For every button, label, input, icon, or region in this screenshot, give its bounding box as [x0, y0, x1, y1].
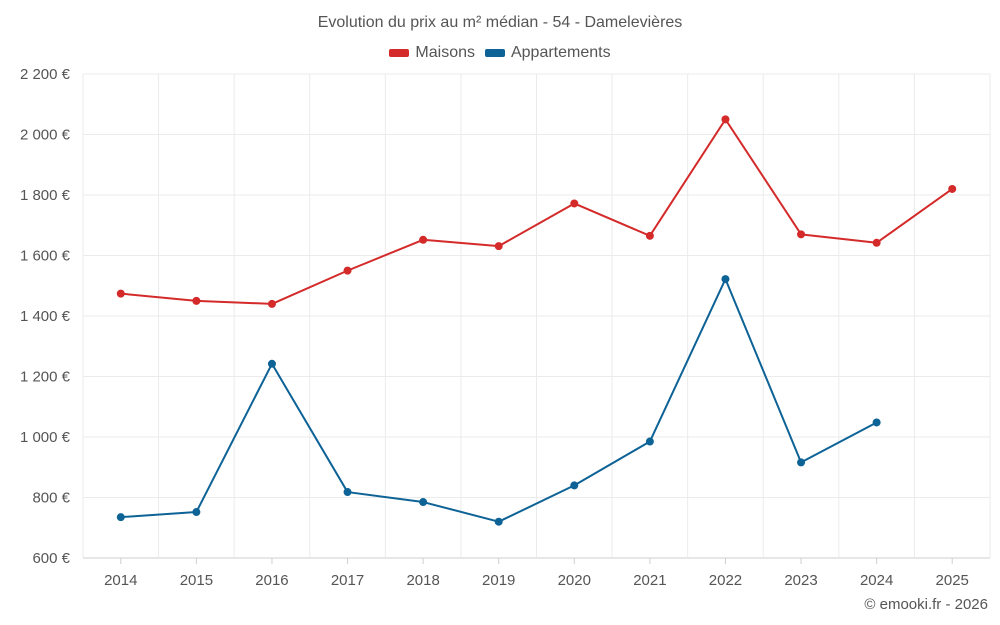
data-point-maisons-2025 [948, 184, 957, 193]
chart-title: Evolution du prix au m² médian - 54 - Da… [317, 14, 683, 31]
data-point-appartements-2014 [116, 513, 125, 522]
data-point-maisons-2021 [645, 231, 654, 240]
legend-item-appartements[interactable]: Appartements [484, 44, 611, 62]
series-line-maisons [120, 118, 953, 305]
x-tick-label: 2025 [936, 572, 969, 589]
x-tick-label: 2022 [709, 572, 742, 589]
data-point-maisons-2015 [192, 296, 201, 305]
y-tick-label: 1 800 € [20, 187, 71, 204]
x-tick-label: 2015 [180, 572, 213, 589]
legend-item-maisons[interactable]: Maisons [389, 44, 475, 62]
x-tick-label: 2019 [482, 572, 515, 589]
y-tick-label: 600 € [32, 550, 70, 567]
x-tick-label: 2023 [784, 572, 817, 589]
data-point-appartements-2019 [494, 517, 503, 526]
data-point-maisons-2024 [872, 238, 881, 247]
data-point-maisons-2018 [419, 235, 428, 244]
legend-swatch-appartements [484, 49, 505, 57]
data-point-maisons-2014 [116, 289, 125, 298]
data-point-maisons-2020 [570, 199, 579, 208]
x-tick-label: 2017 [331, 572, 364, 589]
y-tick-label: 1 400 € [20, 308, 71, 325]
credit-text: © emooki.fr - 2026 [864, 596, 988, 613]
y-tick-label: 800 € [32, 490, 70, 507]
y-tick-label: 2 000 € [20, 127, 71, 144]
y-tick-label: 1 200 € [20, 369, 71, 386]
data-point-appartements-2016 [267, 359, 276, 368]
x-tick-label: 2021 [633, 572, 666, 589]
data-point-appartements-2015 [192, 508, 201, 517]
legend-label-maisons: Maisons [415, 44, 475, 61]
data-point-maisons-2019 [494, 242, 503, 251]
data-point-appartements-2021 [645, 437, 654, 446]
data-point-appartements-2022 [721, 275, 730, 284]
data-point-maisons-2023 [797, 230, 806, 239]
legend-label-appartements: Appartements [510, 44, 611, 61]
y-tick-label: 2 200 € [20, 66, 71, 83]
data-point-appartements-2020 [570, 481, 579, 490]
x-tick-label: 2020 [558, 572, 591, 589]
data-point-appartements-2024 [872, 418, 881, 427]
y-tick-label: 1 600 € [20, 248, 71, 265]
data-point-appartements-2018 [419, 498, 428, 507]
data-point-maisons-2017 [343, 266, 352, 275]
x-tick-label: 2018 [406, 572, 439, 589]
data-point-appartements-2023 [797, 458, 806, 467]
legend-swatch-maisons [389, 49, 410, 57]
data-point-maisons-2022 [721, 115, 730, 124]
y-tick-label: 1 000 € [20, 429, 71, 446]
x-tick-label: 2024 [860, 572, 893, 589]
legend: Maisons Appartements [0, 44, 1000, 62]
x-tick-label: 2014 [104, 572, 137, 589]
data-point-appartements-2017 [343, 488, 352, 497]
x-tick-label: 2016 [255, 572, 288, 589]
data-point-maisons-2016 [267, 299, 276, 308]
